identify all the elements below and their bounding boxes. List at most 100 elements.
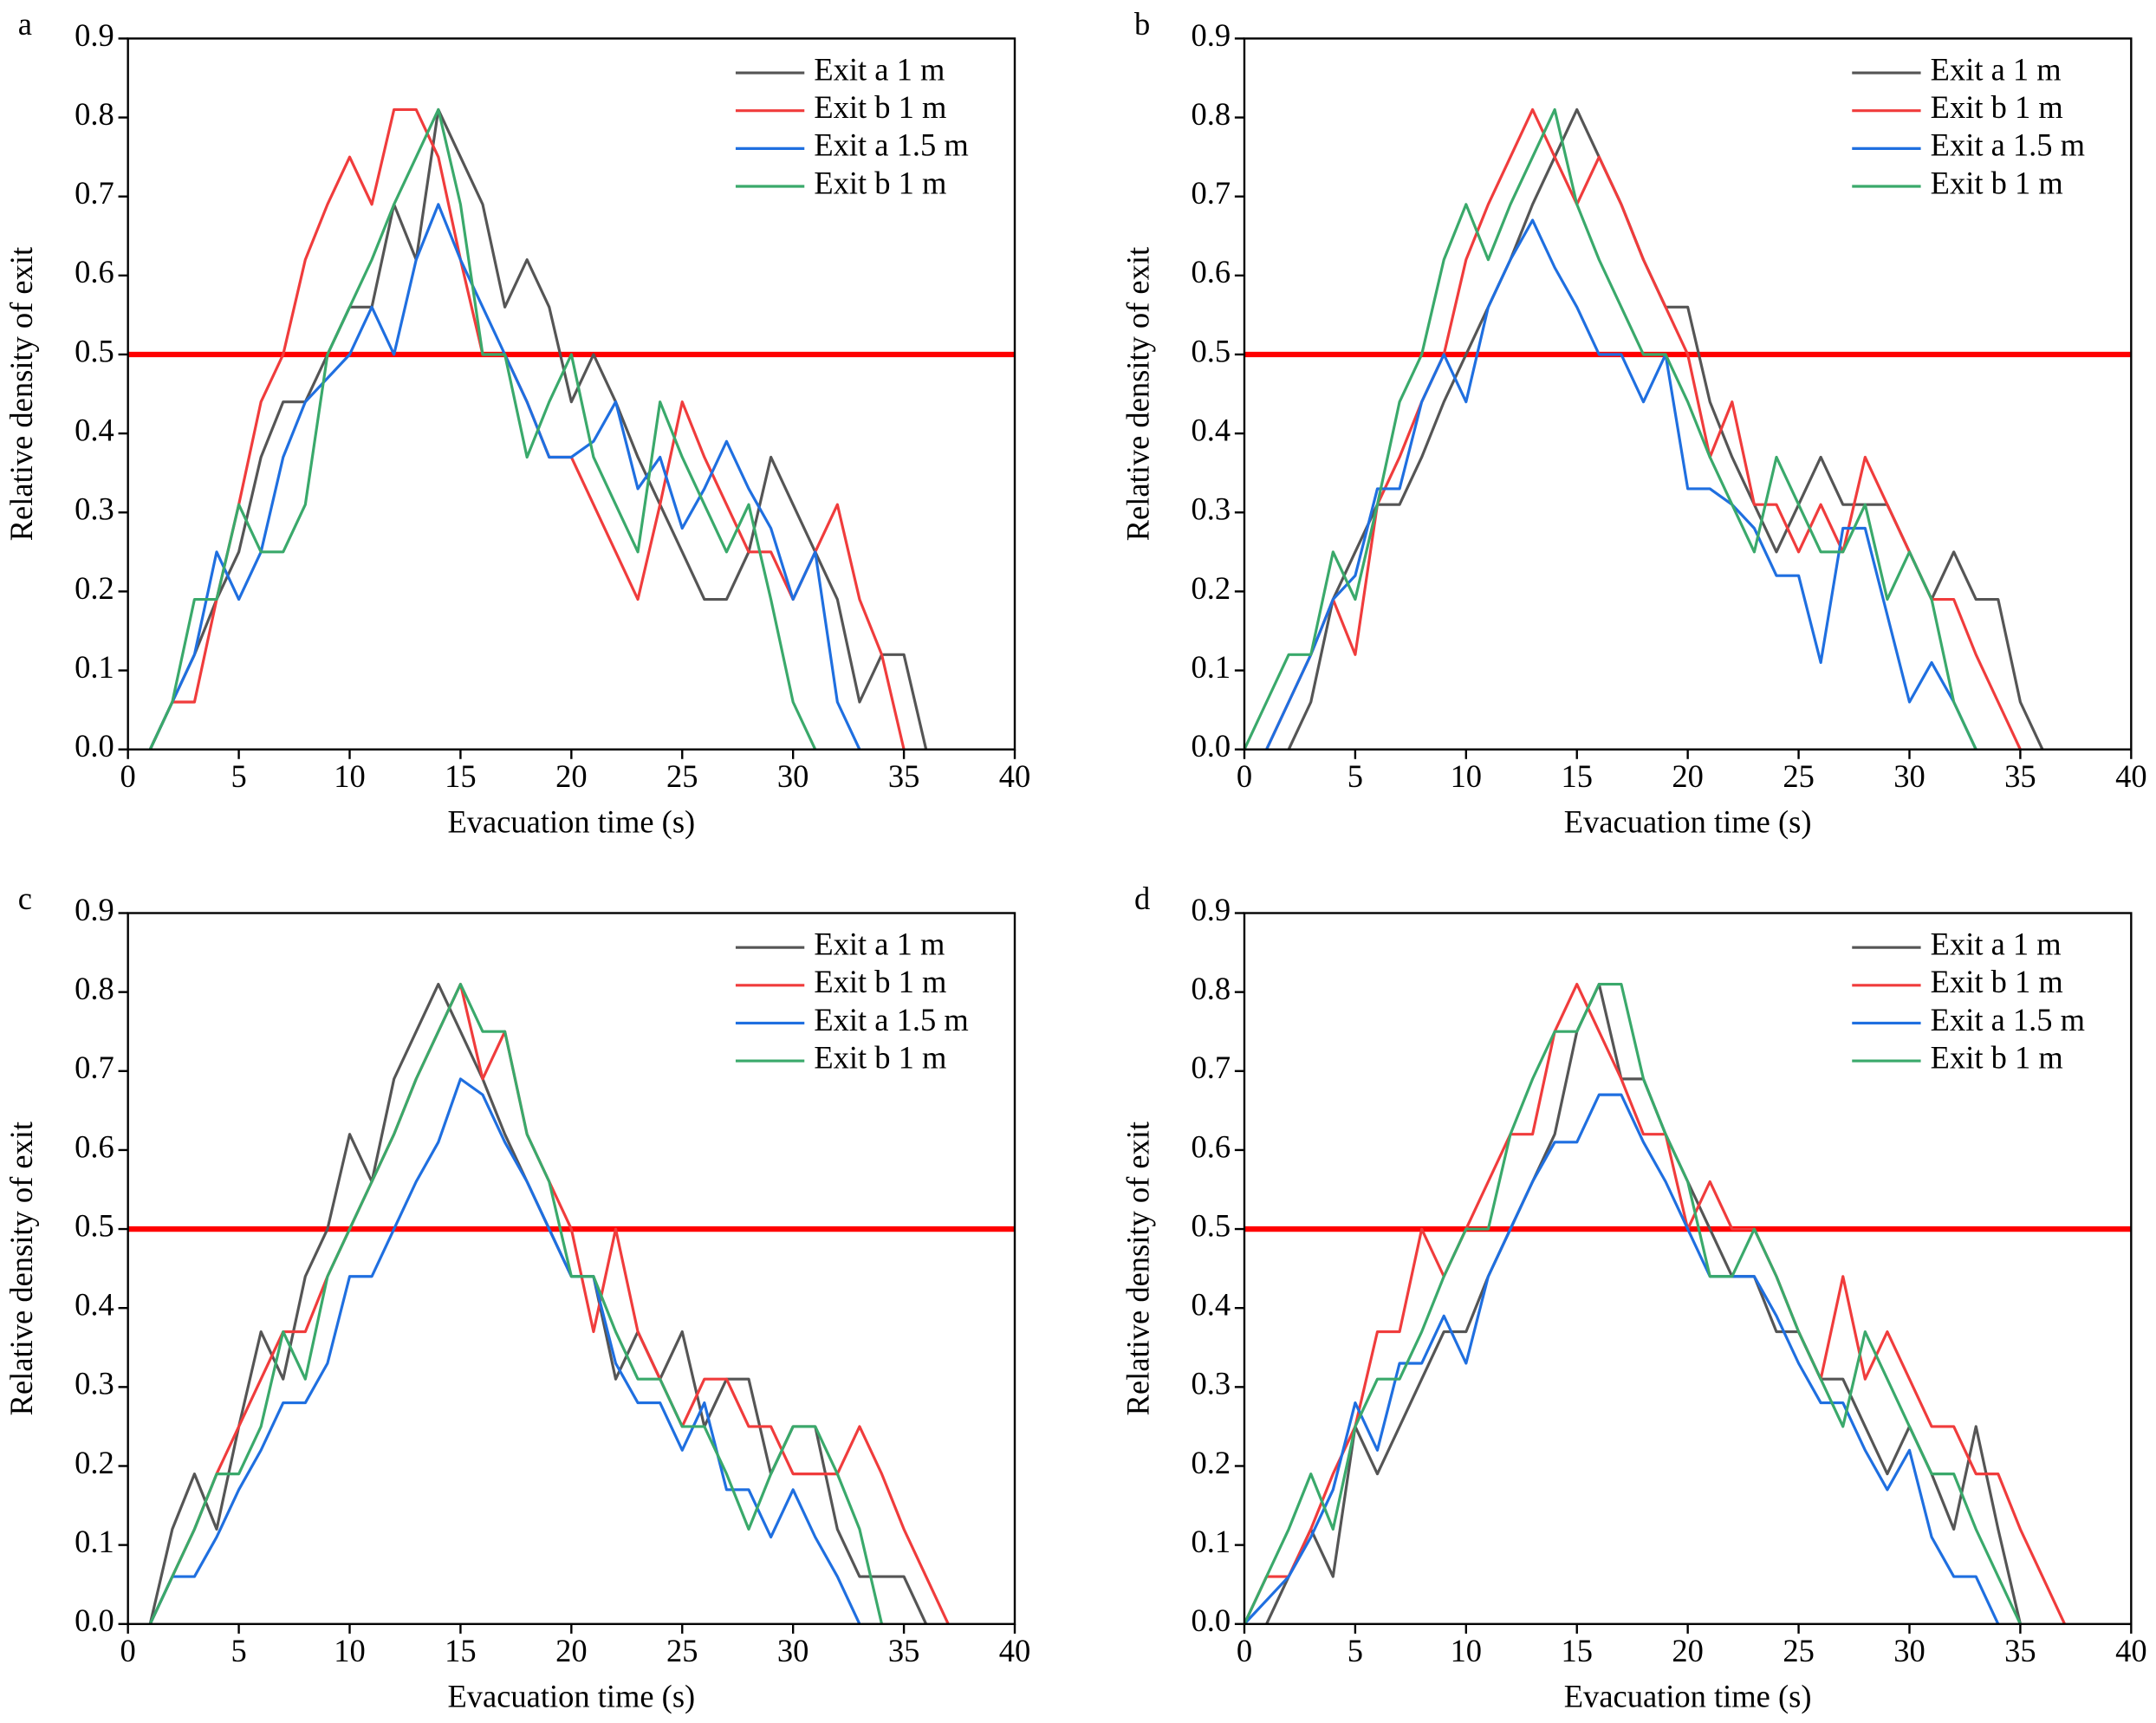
x-tick-label: 10 [1451,1633,1482,1668]
series-line [148,107,928,751]
y-tick-label: 0.8 [75,971,114,1006]
x-axis-label: Evacuation time (s) [447,803,695,839]
x-axis-label: Evacuation time (s) [1564,1678,1812,1713]
plot-frame [1243,37,2133,751]
x-tick-label: 25 [1783,758,1814,794]
y-tick-label: 0.5 [1192,333,1231,368]
y-tick-label: 0.3 [1192,1366,1231,1401]
legend-label: Exit a 1.5 m [1931,1002,2085,1037]
x-tick-label: 40 [2115,758,2146,794]
y-axis-label: Relative density of exit [1120,247,1155,541]
y-tick-label: 0.4 [75,1287,114,1323]
x-tick-label: 15 [1561,758,1592,794]
x-tick-label: 15 [1561,1633,1592,1668]
plot-frame [127,37,1016,751]
x-tick-label: 35 [2004,1633,2036,1668]
x-tick-label: 35 [888,758,919,794]
y-tick-label: 0.2 [75,1445,114,1480]
y-tick-label: 0.1 [1192,649,1231,685]
x-tick-label: 5 [1348,1633,1363,1668]
x-tick-label: 35 [888,1633,919,1668]
y-tick-label: 0.5 [75,333,114,368]
x-tick-label: 20 [555,758,587,794]
x-tick-label: 5 [231,1633,246,1668]
x-axis-label: Evacuation time (s) [1564,803,1812,839]
y-axis-label: Relative density of exit [3,1122,39,1415]
x-tick-label: 0 [1237,1633,1252,1668]
y-tick-label: 0.3 [1192,491,1231,527]
series-line [148,107,906,751]
y-tick-label: 0.2 [75,570,114,606]
y-tick-label: 0.4 [1192,1287,1231,1323]
y-tick-label: 0.8 [1192,96,1231,132]
x-tick-label: 30 [777,1633,808,1668]
x-axis-label: Evacuation time (s) [447,1678,695,1713]
y-tick-label: 0.8 [1192,971,1231,1006]
y-tick-label: 0.9 [1192,17,1231,53]
y-tick-label: 0.1 [1192,1524,1231,1559]
x-tick-label: 40 [999,1633,1030,1668]
x-tick-label: 10 [1451,758,1482,794]
legend-label: Exit b 1 m [1931,89,2063,125]
y-tick-label: 0.6 [75,1128,114,1164]
y-tick-label: 0.2 [1192,1445,1231,1480]
y-tick-label: 0.9 [75,17,114,53]
series-line [1243,1093,2000,1625]
y-tick-label: 0.0 [75,1603,114,1638]
legend-label: Exit b 1 m [814,89,946,125]
y-tick-label: 0.5 [1192,1207,1231,1243]
y-tick-label: 0.7 [75,175,114,211]
x-tick-label: 40 [999,758,1030,794]
y-tick-label: 0.3 [75,491,114,527]
panel-label: a [18,6,32,42]
x-tick-label: 20 [1672,1633,1703,1668]
series-line [1287,107,2044,751]
x-tick-label: 5 [231,758,246,794]
legend-label: Exit b 1 m [814,165,946,200]
y-tick-label: 0.2 [1192,570,1231,606]
series-line [148,982,950,1625]
series-line [1243,982,2022,1625]
y-tick-label: 0.4 [75,413,114,448]
y-axis-label: Relative density of exit [3,247,39,541]
plot-frame [127,912,1016,1625]
x-tick-label: 0 [120,758,136,794]
y-tick-label: 0.7 [1192,1050,1231,1085]
legend-label: Exit a 1 m [814,927,945,962]
y-tick-label: 0.5 [75,1207,114,1243]
y-tick-label: 0.7 [75,1050,114,1085]
series-line [1243,107,1977,751]
x-tick-label: 10 [334,1633,365,1668]
x-tick-label: 0 [120,1633,136,1668]
x-tick-label: 10 [334,758,365,794]
legend-label: Exit a 1 m [1931,927,2062,962]
legend-label: Exit a 1.5 m [814,127,968,163]
y-tick-label: 0.9 [1192,892,1231,927]
x-tick-label: 30 [1893,1633,1925,1668]
series-line [148,107,817,751]
x-tick-label: 25 [1783,1633,1814,1668]
y-tick-label: 0.6 [75,254,114,289]
x-tick-label: 20 [555,1633,587,1668]
legend-label: Exit a 1 m [1931,51,2062,87]
y-tick-label: 0.9 [75,892,114,927]
x-tick-label: 0 [1237,758,1252,794]
y-tick-label: 0.3 [75,1366,114,1401]
x-tick-label: 20 [1672,758,1703,794]
y-tick-label: 0.0 [1192,728,1231,764]
legend-label: Exit a 1.5 m [1931,127,2085,163]
legend-label: Exit a 1 m [814,51,945,87]
panel-label: d [1134,881,1150,916]
series-line [1243,982,2067,1625]
panel-label: c [18,881,32,916]
panel-label: b [1134,6,1150,42]
legend-label: Exit b 1 m [814,964,946,999]
x-tick-label: 35 [2004,758,2036,794]
x-tick-label: 25 [666,758,698,794]
y-tick-label: 0.1 [75,649,114,685]
legend-label: Exit b 1 m [1931,165,2063,200]
series-line [148,982,884,1625]
series-line [1265,107,2022,751]
x-tick-label: 15 [445,758,476,794]
